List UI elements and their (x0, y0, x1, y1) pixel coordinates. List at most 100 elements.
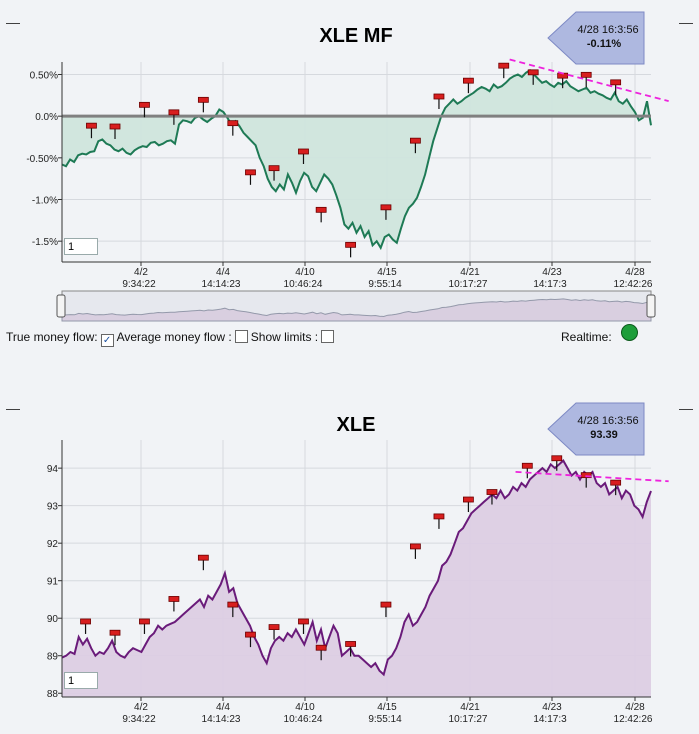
signal-marker (109, 123, 121, 139)
true-money-flow-label: True money flow: (6, 330, 98, 344)
x-tick-time: 10:46:24 (284, 279, 323, 290)
x-tick-time: 14:17:3 (533, 714, 567, 725)
x-tick-date: 4/23 (542, 702, 562, 713)
signal-marker (463, 496, 474, 513)
average-money-flow-label: Average money flow : (116, 330, 232, 344)
y-tick-label: -0.50% (26, 154, 58, 165)
range-navigator[interactable] (56, 290, 656, 322)
x-tick-time: 10:17:27 (449, 279, 488, 290)
x-tick-date: 4/4 (216, 702, 230, 713)
y-tick-label: 0.50% (30, 71, 58, 82)
x-tick-date: 4/10 (295, 702, 315, 713)
navigator-series (61, 298, 652, 322)
value-callout: 4/28 16:3:56 93.39 (547, 402, 645, 456)
y-tick-label: 89 (47, 652, 59, 663)
x-tick-time: 14:14:23 (202, 714, 241, 725)
x-tick-date: 4/4 (216, 267, 230, 278)
signal-marker (610, 479, 622, 496)
realtime-label: Realtime: (561, 330, 612, 344)
x-tick-time: 10:46:24 (284, 714, 323, 725)
signal-marker (245, 631, 256, 648)
signal-marker (527, 69, 539, 85)
signal-marker (227, 601, 239, 618)
callout-date: 4/28 16:3:56 (577, 24, 638, 36)
x-tick-date: 4/21 (460, 702, 480, 713)
x-tick-date: 4/10 (295, 267, 315, 278)
signal-marker (168, 596, 180, 612)
x-tick-time: 9:55:14 (368, 714, 402, 725)
y-tick-label: 92 (47, 539, 59, 550)
signal-marker (227, 120, 239, 136)
y-tick-label: -1.0% (32, 196, 58, 207)
signal-marker (298, 148, 309, 164)
show-limits-checkbox[interactable] (321, 330, 335, 343)
signal-marker (380, 204, 392, 220)
chart-title: XLE MF (319, 25, 392, 47)
signal-marker (380, 601, 392, 618)
navigator-right-handle (646, 294, 656, 318)
signal-marker (498, 62, 510, 79)
chart-title: XLE (337, 414, 376, 436)
callout-arrow (547, 402, 645, 456)
true-money-flow-checkbox[interactable]: ✓ (100, 334, 114, 347)
x-tick-date: 4/2 (134, 702, 148, 713)
minimize-icon[interactable]: — (679, 400, 693, 416)
x-tick-date: 4/23 (542, 267, 562, 278)
signal-marker (139, 618, 150, 634)
signal-marker (315, 206, 327, 223)
signal-marker (463, 77, 474, 94)
x-tick-date: 4/15 (377, 267, 397, 278)
price-period-input[interactable]: 1 (64, 672, 98, 689)
mf-period-input[interactable]: 1 (64, 238, 98, 255)
money-flow-controls: True money flow: ✓ Average money flow : Sho… (6, 330, 337, 347)
signal-marker (298, 618, 309, 634)
signal-marker (551, 455, 563, 471)
trendline (515, 470, 669, 483)
x-tick-date: 4/2 (134, 267, 148, 278)
minimize-icon[interactable]: — (6, 400, 20, 416)
series-area (62, 460, 651, 697)
callout-value: 93.39 (590, 429, 618, 441)
x-tick-date: 4/28 (625, 702, 645, 713)
signal-marker (268, 624, 280, 640)
realtime-control: Realtime: (561, 330, 612, 344)
x-tick-time: 12:42:26 (614, 714, 653, 725)
signal-marker (433, 93, 445, 109)
callout-arrow (547, 11, 645, 65)
signal-marker (433, 513, 445, 529)
callout-value: -0.11% (587, 38, 621, 50)
y-tick-label: 91 (47, 577, 59, 588)
signal-marker (486, 489, 498, 505)
signal-marker (197, 554, 209, 571)
callout-date: 4/28 16:3:56 (577, 415, 638, 427)
show-limits-label: Show limits : (250, 330, 319, 344)
x-tick-time: 14:14:23 (202, 279, 241, 290)
average-money-flow-checkbox[interactable] (234, 330, 248, 343)
signal-marker (409, 543, 421, 559)
realtime-indicator-icon[interactable] (621, 324, 638, 341)
signal-marker (409, 137, 421, 154)
signal-marker (610, 79, 622, 95)
navigator-left-handle (56, 294, 66, 318)
x-tick-time: 12:42:26 (614, 279, 653, 290)
minimize-icon[interactable]: — (6, 14, 20, 30)
signal-marker (315, 644, 327, 661)
x-tick-time: 9:34:22 (122, 279, 156, 290)
signal-marker (345, 241, 357, 258)
signal-marker (168, 109, 180, 125)
y-tick-label: 0.0% (35, 112, 58, 123)
minimize-icon[interactable]: — (679, 14, 693, 30)
signal-marker (345, 641, 357, 657)
y-tick-label: -1.5% (32, 237, 58, 248)
value-callout: 4/28 16:3:56 -0.11% (547, 11, 645, 65)
series-line (61, 69, 652, 251)
x-tick-date: 4/21 (460, 267, 480, 278)
x-tick-date: 4/28 (625, 267, 645, 278)
signal-marker (80, 618, 91, 634)
money-flow-chart: 0.50%0.0%-0.50%-1.0%-1.5%4/29:34:224/414… (26, 11, 669, 290)
signal-marker (86, 122, 97, 139)
y-tick-label: 88 (47, 689, 59, 700)
signal-marker (580, 71, 592, 88)
signal-marker (139, 101, 150, 118)
